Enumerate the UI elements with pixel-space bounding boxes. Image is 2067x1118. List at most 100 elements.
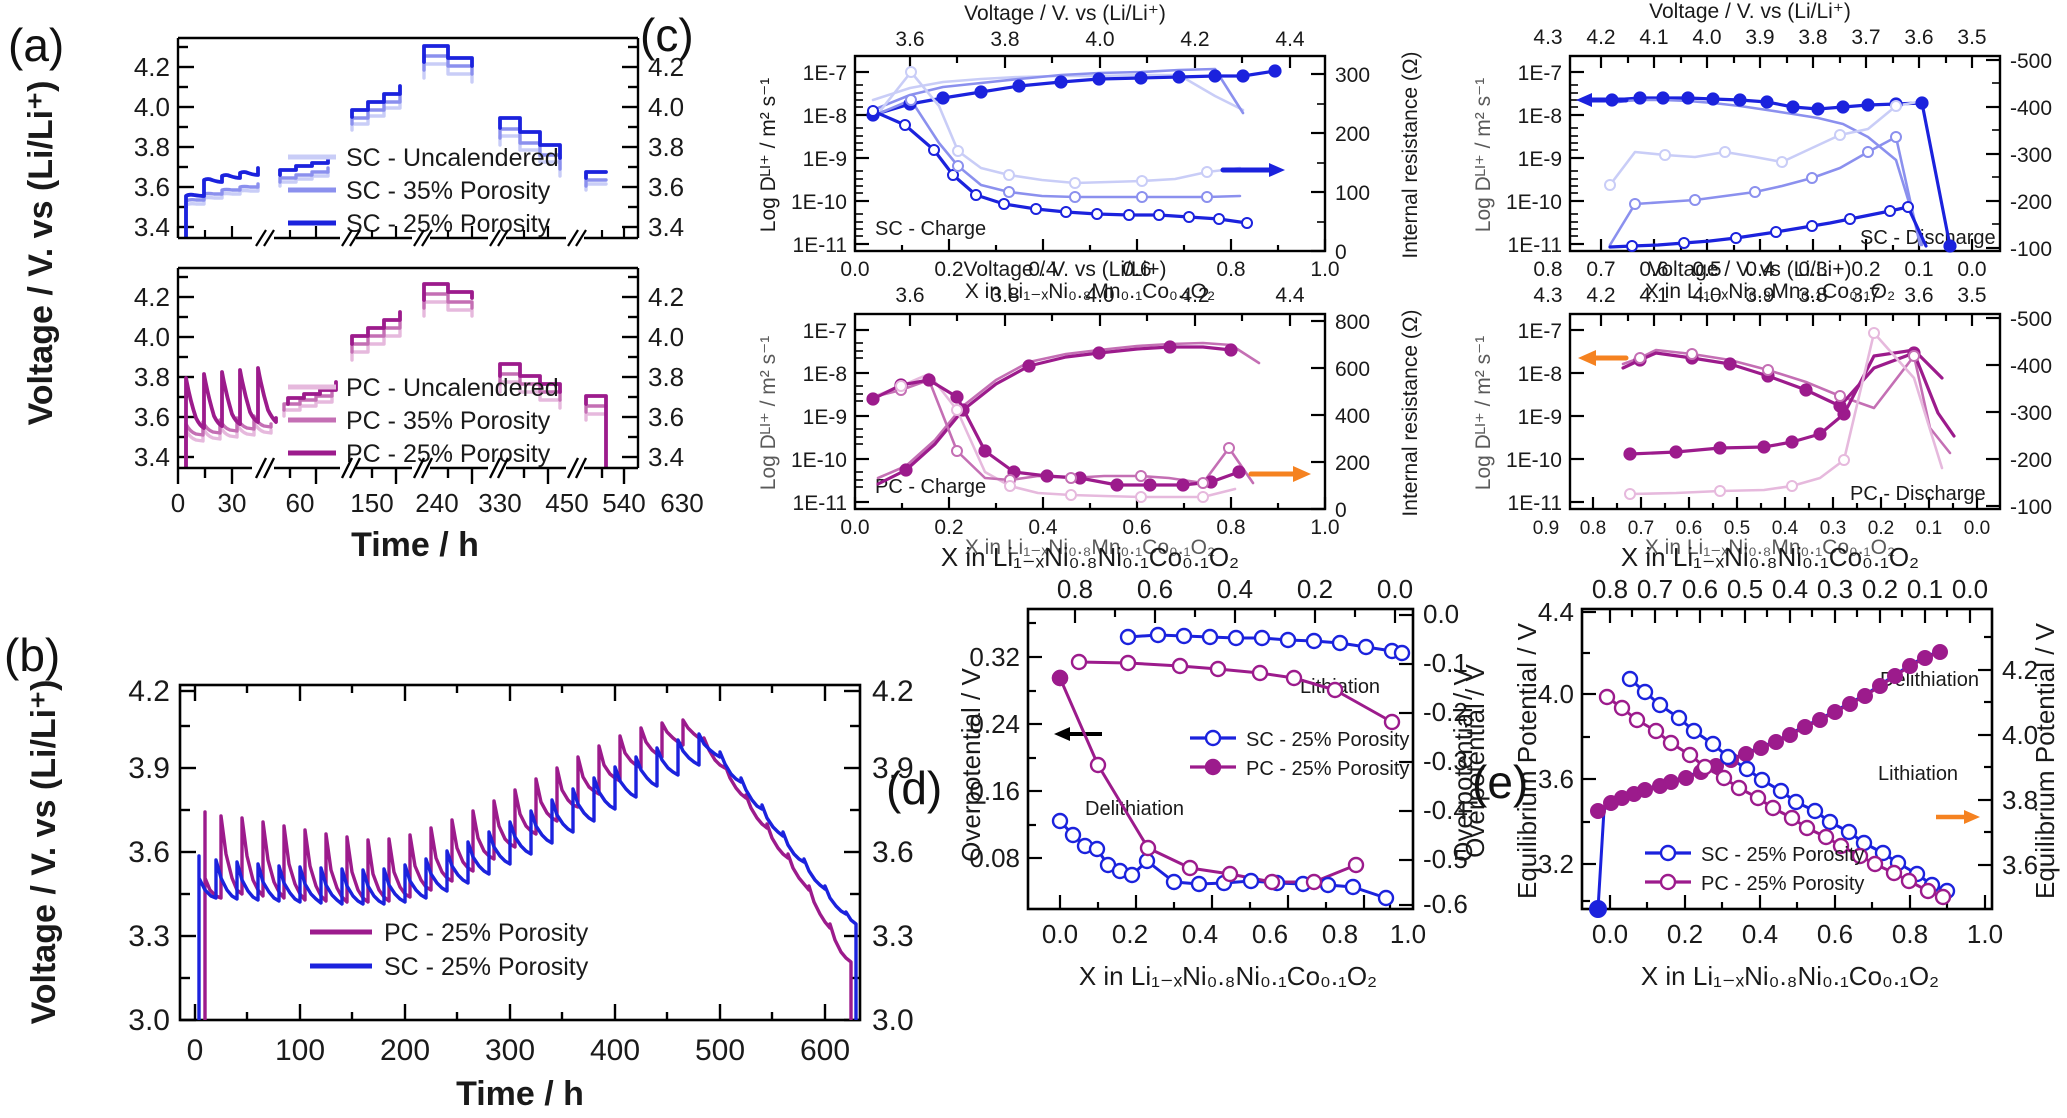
c1-right-ticks	[1311, 72, 1325, 253]
e-right-labels: 3.6 3.8 4.0 4.2	[2002, 655, 2038, 880]
a-sc-ytick-2: 3.8	[134, 132, 170, 162]
e-btick-5: 1.0	[1967, 919, 2003, 949]
e-top-labels: 0.8 0.7 0.6 0.5 0.4 0.3 0.2 0.1 0.0	[1592, 574, 1988, 604]
panel-d: (d) 0.8 0.6 0.4 0.2 0.0 0.08 0.16 0.24 0	[880, 565, 1480, 1118]
c4-right-labels: -500 -400 -300 -200 -100	[2010, 308, 2052, 519]
a-legend-pc-2: PC - 25% Porosity	[346, 440, 551, 468]
e-btick-4: 0.8	[1892, 919, 1928, 949]
e-ttick-5: 0.3	[1817, 574, 1853, 604]
e-bottom-labels: 0.0 0.2 0.4 0.6 0.8 1.0	[1592, 919, 2003, 949]
panel-a-pc-yaxis-right: 3.4 3.6 3.8 4.0 4.2	[622, 275, 684, 472]
c2-ltick-4: 1E-11	[1508, 234, 1562, 257]
c2-btick-5: 0.3	[1798, 258, 1827, 281]
e-rtick-0: 3.6	[2002, 850, 2038, 880]
e-extra-ylabel: Overpotential / V	[1460, 664, 1490, 858]
d-ltick-2: 0.24	[969, 709, 1020, 739]
a-pc-ytick-1: 3.6	[134, 402, 170, 432]
a-legend-sc-1: SC - 35% Porosity	[346, 177, 551, 205]
a-pc-rytick-3: 4.0	[648, 322, 684, 352]
e-ttick-4: 0.4	[1772, 574, 1808, 604]
e-right-ticks	[1978, 635, 1992, 867]
a-xtick-4: 240	[415, 488, 458, 518]
a-xtick-3: 150	[350, 488, 393, 518]
c2-right-labels: -500 -400 -300 -200 -100	[2010, 50, 2052, 261]
d-legend-0: SC - 25% Porosity	[1246, 729, 1409, 751]
c2-ttick-0: 4.3	[1533, 26, 1562, 49]
a-xtick-5: 330	[478, 488, 521, 518]
c2-rtick-3: -200	[2010, 191, 2052, 214]
c3-bottom-ticks	[853, 497, 1327, 509]
panel-a: (a) 3.4 3.6 3.8 4.0 4.2	[0, 0, 730, 700]
a-xtick-7: 540	[602, 488, 645, 518]
c3-data	[866, 340, 1311, 503]
c4-btick-4: 0.5	[1724, 518, 1750, 539]
d-left-labels: 0.08 0.16 0.24 0.32	[969, 642, 1020, 873]
e-btick-3: 0.6	[1817, 919, 1853, 949]
c2-ylabel: Log Dᴸᴵ⁺ / m² s⁻¹	[1472, 78, 1495, 232]
c1-left-ticks	[855, 70, 869, 246]
c2-btick-0: 0.8	[1533, 258, 1562, 281]
c4-ttick-6: 3.7	[1851, 284, 1880, 307]
a-xtick-2: 60	[286, 488, 315, 518]
panel-a-sc-frame	[176, 36, 640, 238]
e-btick-2: 0.4	[1742, 919, 1778, 949]
c4-rtick-0: -500	[2010, 308, 2052, 331]
c4-top-axis-label: Voltage / V. vs (Li/Li+)	[1649, 258, 1852, 281]
d-btick-2: 0.4	[1182, 919, 1218, 949]
c4-ltick-2: 1E-9	[1518, 406, 1562, 429]
panel-b-label: (b)	[4, 629, 61, 681]
panel-b-sc-curve	[197, 732, 858, 1020]
c4-ttick-1: 4.2	[1586, 284, 1615, 307]
d-xlabel: X in Li₁₋ₓNi₀.₈Ni₀.₁Co₀.₁O₂	[1079, 961, 1377, 991]
c2-btick-4: 0.4	[1745, 258, 1775, 281]
c4-top-ticks: 4.3 4.2 4.1 4.0 3.9 3.8 3.7 3.6 3.5	[1533, 284, 1986, 307]
c2-ttick-6: 3.7	[1851, 26, 1880, 49]
panel-a-pc-yaxis: 3.4 3.6 3.8 4.0 4.2	[134, 275, 194, 472]
c3-ttick-3: 4.2	[1180, 284, 1209, 307]
c2-data	[1576, 91, 1957, 253]
d-btick-3: 0.6	[1252, 919, 1288, 949]
c1-btick-1: 0.2	[934, 258, 963, 281]
c3-ttick-2: 4.0	[1085, 284, 1114, 307]
c2-btick-3: 0.5	[1692, 258, 1721, 281]
c1-data	[866, 64, 1285, 229]
c4-ltick-4: 1E-11	[1508, 492, 1562, 515]
panel-a-label: (a)	[8, 19, 65, 71]
d-left-ticks	[1028, 621, 1042, 860]
c4-arrow-left-icon	[1578, 350, 1629, 366]
c4-rtick-3: -200	[2010, 449, 2052, 472]
c1-ltick-4: 1E-11	[793, 234, 847, 257]
b-rytick-3: 3.9	[872, 752, 914, 785]
c3-xlabel: X in Li₁₋ₓNi₀.₈Mn₀.₁Co₀.₁O₂	[965, 536, 1215, 559]
c3-arrow-right-icon	[1248, 466, 1311, 482]
d-bottom-labels: 0.0 0.2 0.4 0.6 0.8 1.0	[1042, 919, 1426, 949]
panel-a-sc-xaxis	[176, 226, 638, 247]
c1-top-axis-label: Voltage / V. vs (Li/Li⁺)	[964, 2, 1166, 25]
c1-btick-2: 0.4	[1028, 258, 1058, 281]
c3-ylabel: Log Dᴸᴵ⁺ / m² s⁻¹	[757, 336, 780, 490]
a-pc-rytick-4: 4.2	[648, 282, 684, 312]
d-rtick-5: -0.5	[1423, 844, 1468, 874]
b-rytick-2: 3.6	[872, 836, 914, 869]
e-ttick-3: 0.5	[1727, 574, 1763, 604]
c1-ttick-0: 3.6	[895, 28, 924, 51]
c2-ltick-1: 1E-8	[1518, 105, 1562, 128]
c4-rtick-4: -100	[2010, 496, 2052, 519]
c4-left-labels: 1E-7 1E-8 1E-9 1E-10 1E-11	[1506, 320, 1562, 515]
d-ltick-3: 0.32	[969, 642, 1020, 672]
e-ylabel: Equilibrium Potential / V	[1512, 622, 1542, 899]
e-ltick-3: 4.4	[1538, 597, 1574, 627]
e-legend-0: SC - 25% Porosity	[1701, 844, 1864, 866]
c3-ttick-1: 3.8	[990, 284, 1019, 307]
panel-a-sc-yaxis-right: 3.4 3.6 3.8 4.0 4.2	[622, 45, 684, 242]
c1-rtick-2: 200	[1335, 123, 1370, 146]
c2-rtick-1: -400	[2010, 97, 2052, 120]
c3-bottom-labels: 0.0 0.2 0.4 0.6 0.8 1.0	[840, 516, 1339, 539]
c1-bottom-ticks	[853, 239, 1327, 251]
c3-btick-4: 0.8	[1216, 516, 1245, 539]
c2-ttick-5: 3.8	[1798, 26, 1827, 49]
panel-b: (b) 3.0 3.3 3.6 3.9 4.2 3.0 3.3 3.6 3.9	[0, 560, 914, 1118]
d-btick-0: 0.0	[1042, 919, 1078, 949]
c2-btick-7: 0.1	[1904, 258, 1933, 281]
a-xtick-1: 30	[218, 488, 247, 518]
